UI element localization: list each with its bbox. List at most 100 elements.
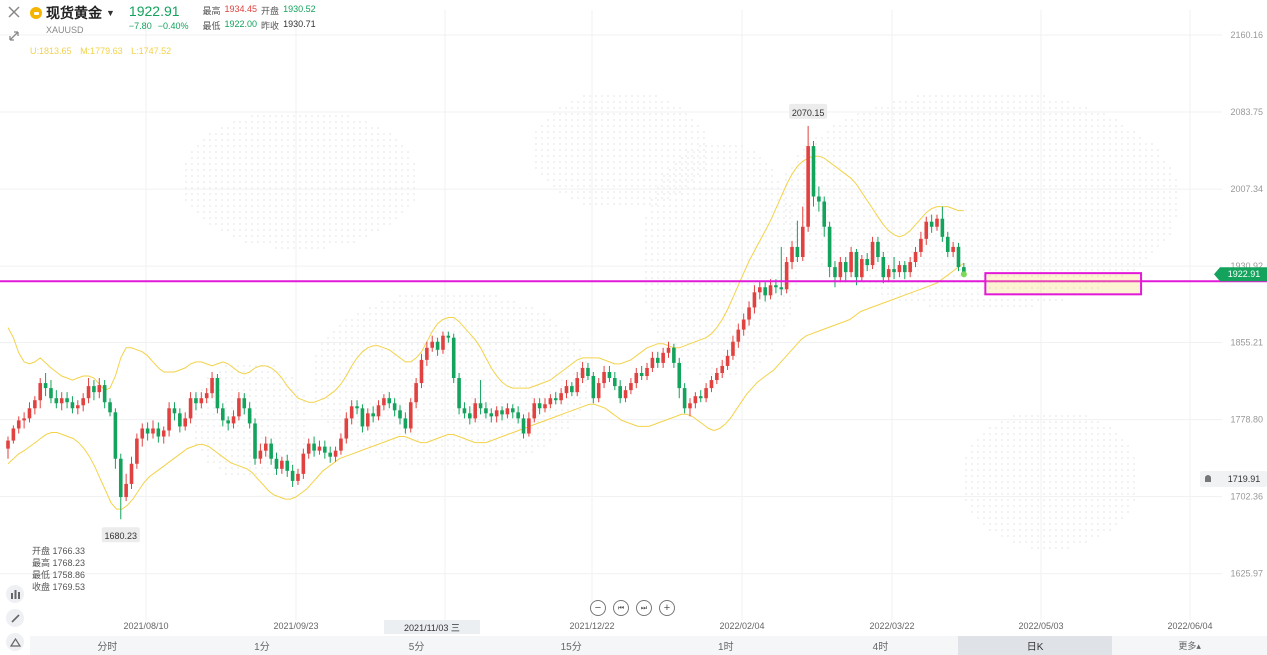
- map-dot: [338, 354, 342, 358]
- map-dot: [746, 204, 750, 208]
- map-dot: [582, 184, 586, 188]
- map-dot: [680, 288, 684, 292]
- map-dot: [654, 178, 658, 182]
- map-dot: [346, 234, 350, 238]
- map-dot: [716, 336, 720, 340]
- map-dot: [656, 216, 660, 220]
- map-dot: [976, 196, 980, 200]
- map-dot: [746, 180, 750, 184]
- map-dot: [642, 166, 646, 170]
- map-dot: [1024, 202, 1028, 206]
- map-dot: [500, 312, 504, 316]
- map-dot: [686, 300, 690, 304]
- map-dot: [1018, 256, 1022, 260]
- map-dot: [1042, 136, 1046, 140]
- map-dot: [428, 354, 432, 358]
- map-dot: [536, 354, 540, 358]
- map-dot: [588, 178, 592, 182]
- map-dot: [880, 166, 884, 170]
- map-dot: [512, 300, 516, 304]
- map-dot: [208, 186, 212, 190]
- map-dot: [530, 426, 534, 430]
- map-dot: [1120, 244, 1124, 248]
- map-dot: [376, 144, 380, 148]
- map-dot: [898, 226, 902, 230]
- map-dot: [704, 234, 708, 238]
- map-dot: [412, 168, 416, 172]
- map-dot: [722, 330, 726, 334]
- map-dot: [814, 202, 818, 206]
- map-dot: [518, 384, 522, 388]
- map-dot: [214, 156, 218, 160]
- map-dot: [776, 258, 780, 262]
- map-dot: [862, 208, 866, 212]
- map-dot: [722, 306, 726, 310]
- map-dot: [1132, 190, 1136, 194]
- map-dot: [422, 462, 426, 466]
- map-dot: [500, 378, 504, 382]
- map-dot: [1000, 250, 1004, 254]
- map-dot: [1066, 160, 1070, 164]
- map-dot: [250, 126, 254, 130]
- map-dot: [524, 450, 528, 454]
- map-dot: [1138, 142, 1142, 146]
- map-dot: [1162, 190, 1166, 194]
- map-dot: [1066, 220, 1070, 224]
- map-dot: [660, 166, 664, 170]
- map-dot: [256, 138, 260, 142]
- map-dot: [518, 366, 522, 370]
- map-dot: [770, 258, 774, 262]
- map-dot: [952, 286, 956, 290]
- map-dot: [238, 228, 242, 232]
- map-dot: [716, 210, 720, 214]
- map-dot: [1102, 154, 1106, 158]
- map-dot: [1126, 256, 1130, 260]
- map-dot: [262, 132, 266, 136]
- map-dot: [280, 210, 284, 214]
- map-dot: [1066, 130, 1070, 134]
- map-dot: [560, 342, 564, 346]
- map-dot: [690, 136, 694, 140]
- map-dot: [1126, 262, 1130, 266]
- map-dot: [832, 124, 836, 128]
- map-dot: [788, 288, 792, 292]
- map-dot: [1126, 250, 1130, 254]
- map-dot: [352, 234, 356, 238]
- map-dot: [452, 294, 456, 298]
- map-dot: [368, 330, 372, 334]
- map-dot: [940, 298, 944, 302]
- map-dot: [1102, 130, 1106, 134]
- map-dot: [364, 228, 368, 232]
- map-dot: [404, 396, 408, 400]
- map-dot: [654, 166, 658, 170]
- map-dot: [734, 240, 738, 244]
- map-dot: [832, 136, 836, 140]
- map-dot: [416, 444, 420, 448]
- map-dot: [214, 186, 218, 190]
- map-dot: [518, 342, 522, 346]
- map-dot: [606, 100, 610, 104]
- map-dot: [618, 166, 622, 170]
- map-dot: [280, 174, 284, 178]
- map-dot: [238, 138, 242, 142]
- map-dot: [776, 330, 780, 334]
- map-dot: [322, 192, 326, 196]
- map-dot: [666, 178, 670, 182]
- map-dot: [764, 204, 768, 208]
- map-dot: [934, 118, 938, 122]
- map-dot: [488, 444, 492, 448]
- map-dot: [1108, 160, 1112, 164]
- map-dot: [674, 270, 678, 274]
- map-dot: [1150, 160, 1154, 164]
- map-dot: [1018, 118, 1022, 122]
- map-dot: [1138, 160, 1142, 164]
- map-dot: [398, 384, 402, 388]
- map-dot: [844, 166, 848, 170]
- map-dot: [618, 148, 622, 152]
- map-dot: [394, 210, 398, 214]
- map-dot: [1084, 112, 1088, 116]
- map-dot: [734, 192, 738, 196]
- map-dot: [686, 168, 690, 172]
- map-dot: [982, 184, 986, 188]
